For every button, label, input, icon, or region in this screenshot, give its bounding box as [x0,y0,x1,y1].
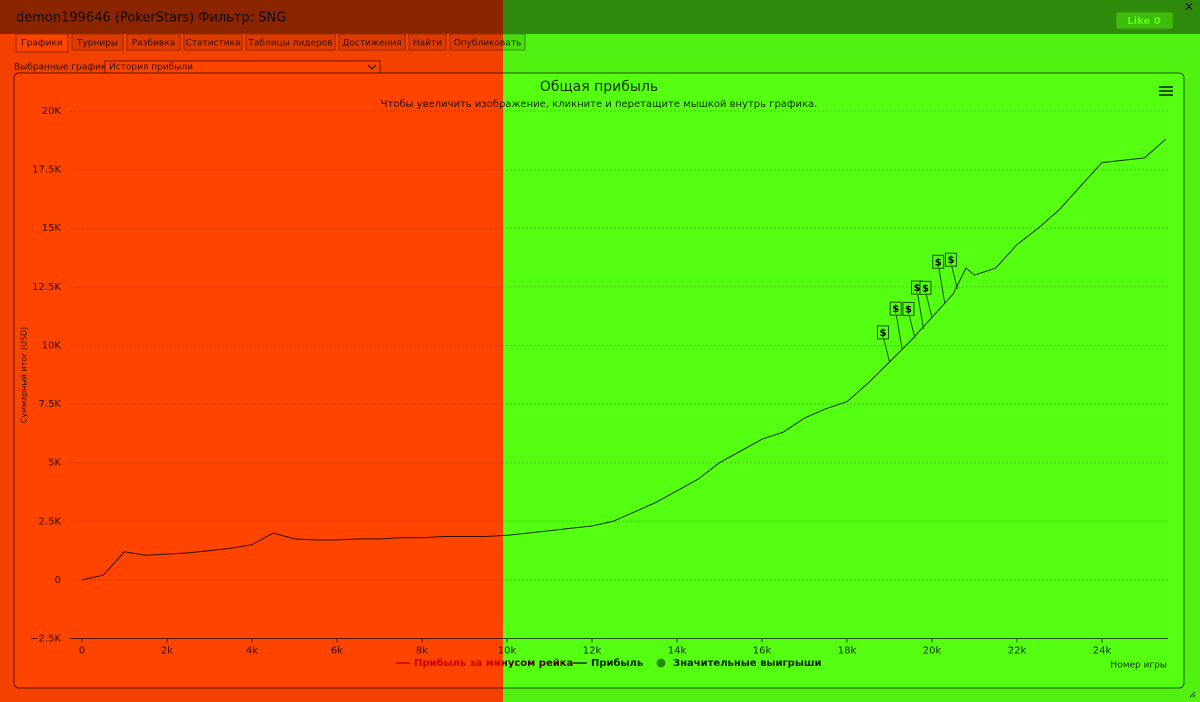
x-tick-label: 20k [923,646,942,657]
y-tick-label: 20K [42,106,62,117]
x-tick-label: 10k [498,646,517,657]
x-tick-label: 18k [838,646,857,657]
legend-symbol [656,658,666,668]
y-tick-label: 15K [42,223,62,234]
y-tick-label: 0 [55,575,61,586]
tab-label[interactable]: Графики [21,39,63,49]
win-marker-symbol: $ [922,283,929,294]
x-tick-label: 16k [753,646,772,657]
close-button[interactable]: × [1184,0,1194,14]
menu-icon[interactable] [1159,86,1173,96]
win-marker-symbol: $ [948,255,955,266]
legend-label[interactable]: Прибыль [591,657,643,669]
tab-label[interactable]: Статистика [185,39,240,49]
selector-label: Выбранные графики: [14,63,115,73]
chart-title: Общая прибыль [540,79,658,95]
y-tick-label: 17.5K [32,165,61,176]
window-title: demon199646 (PokerStars) Фильтр: SNG [16,11,286,26]
y-tick-label: 5K [48,458,61,469]
x-axis-title: Номер игры [1110,661,1167,671]
x-tick-label: 14k [668,646,687,657]
win-marker-symbol: $ [880,328,887,339]
y-tick-label: 2.5K [39,516,62,527]
x-tick-label: 0 [79,646,85,657]
tab-label[interactable]: Достижения [342,39,401,49]
chart-subtitle: Чтобы увеличить изображение, кликните и … [381,99,818,110]
x-tick-label: 8k [416,646,428,657]
x-tick-label: 24k [1093,646,1112,657]
x-tick-label: 2k [161,646,173,657]
y-tick-label: 7.5K [39,399,62,410]
x-tick-label: 4k [246,646,258,657]
tab-label[interactable]: Таблицы лидеров [247,39,332,49]
x-tick-label: 6k [331,646,343,657]
win-marker-symbol: $ [892,304,899,315]
x-tick-label: 22k [1008,646,1027,657]
win-marker-symbol: $ [935,257,942,268]
tab-label[interactable]: Опубликовать [454,39,522,49]
win-marker-symbol: $ [914,283,921,294]
y-tick-label: −2.5K [30,634,61,645]
y-axis-title: Суммарный итог (USD) [20,327,29,424]
x-tick-label: 12k [583,646,602,657]
win-marker-symbol: $ [905,304,912,315]
selector-value[interactable]: История прибыли [109,63,193,73]
tab-label[interactable]: Турниры [76,39,118,49]
legend-label[interactable]: Значительные выигрыши [673,658,822,669]
like-label[interactable]: Like 0 [1127,16,1160,27]
legend-label[interactable]: Прибыль за минусом рейка [414,657,573,669]
y-tick-label: 10K [42,340,62,351]
tab-label[interactable]: Найти [413,39,442,49]
tab-label[interactable]: Разбивка [132,39,175,49]
chart-frame [13,72,1185,689]
y-tick-label: 12.5K [32,282,61,293]
